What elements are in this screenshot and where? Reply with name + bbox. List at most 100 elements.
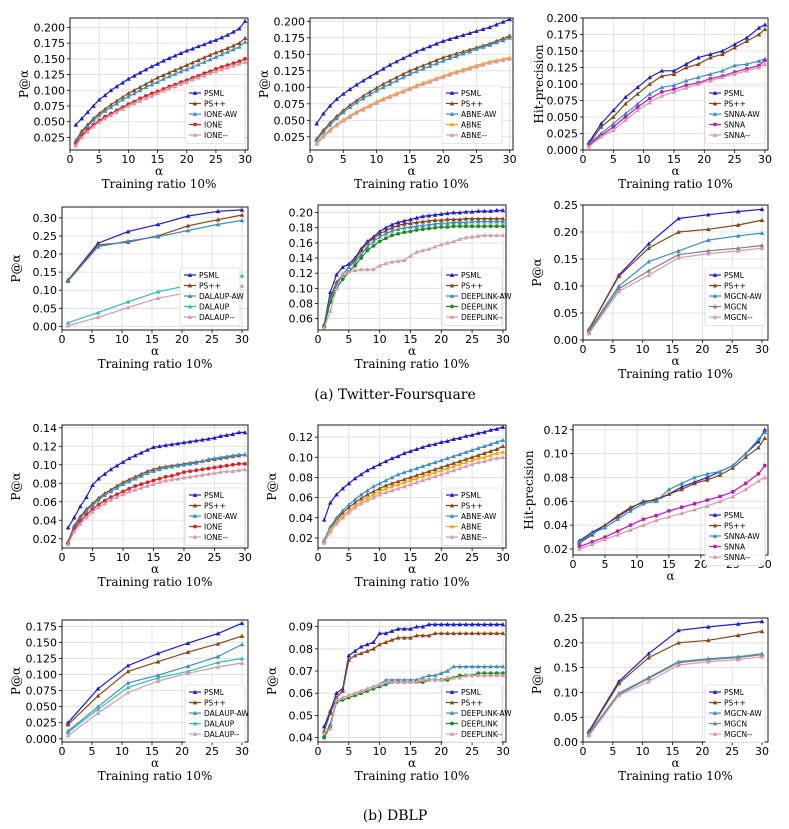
chart-6-legend-label: PSML bbox=[724, 271, 745, 280]
chart-2-series-3 bbox=[314, 35, 512, 142]
chart-5-series-5-point bbox=[334, 286, 339, 291]
chart-11-ytick-label: 0.04 bbox=[289, 732, 314, 745]
chart-9-series-4-point bbox=[718, 494, 722, 499]
chart-2-series-3-point bbox=[454, 53, 459, 59]
chart-1-series-3 bbox=[73, 39, 248, 144]
chart-10-xlabel: α bbox=[151, 756, 159, 770]
chart-7-series-1-point bbox=[218, 433, 223, 438]
chart-12-series-1-point bbox=[735, 621, 741, 626]
chart-5-series-3-point bbox=[346, 264, 352, 269]
chart-3-series-5-point bbox=[635, 108, 640, 113]
chart-5-series-5-point bbox=[377, 263, 382, 268]
chart-11-series-2-point bbox=[365, 648, 370, 653]
chart-3-series-5-line bbox=[588, 63, 766, 148]
chart-5-series-2-point bbox=[482, 216, 487, 221]
chart-12-legend-box bbox=[704, 684, 766, 743]
chart-5-series-2-point bbox=[475, 216, 481, 221]
chart-2-ytick-label: 0.100 bbox=[274, 81, 306, 94]
chart-3-ytick-label: 0.000 bbox=[547, 144, 579, 157]
chart-7-series-3-point bbox=[102, 492, 107, 498]
chart-9-series-4-point bbox=[641, 517, 646, 522]
chart-1-legend-marker bbox=[192, 101, 198, 106]
chart-9-xtick-label: 20 bbox=[694, 558, 708, 571]
chart-10-series-3-point bbox=[239, 642, 245, 647]
chart-3-series-5-point bbox=[695, 81, 701, 86]
chart-9-series-4-point bbox=[679, 505, 684, 510]
chart-8-series-5-point bbox=[340, 515, 345, 520]
chart-6-xtick-label: 0 bbox=[580, 343, 587, 356]
chart-8-series-5-point bbox=[488, 456, 493, 462]
chart-3-series-5-point bbox=[720, 75, 725, 80]
chart-7-series-4-point bbox=[133, 484, 138, 488]
chart-1-legend-label: PSML bbox=[204, 89, 225, 98]
chart-3-legend-label: PSML bbox=[724, 89, 745, 98]
chart-7-series-4-point bbox=[194, 468, 199, 473]
chart-10-series-2-point bbox=[185, 649, 191, 654]
chart-3-series-3-point bbox=[756, 58, 762, 63]
chart-11-series-2-point bbox=[340, 688, 345, 693]
chart-10-xtick-label: 20 bbox=[175, 745, 189, 758]
chart-1-series-1-point bbox=[219, 35, 225, 40]
chart-8-series-5-point bbox=[346, 510, 352, 515]
chart-1-series-3-point bbox=[108, 104, 114, 110]
chart-10-xtick-label: 30 bbox=[235, 745, 249, 758]
chart-10-legend-marker bbox=[192, 700, 198, 705]
chart-2-series-5-point bbox=[460, 68, 466, 73]
chart-7-series-4-point bbox=[212, 465, 217, 470]
chart-1-xtick-label: 0 bbox=[67, 153, 74, 166]
chart-8-ytick-label: 0.10 bbox=[289, 451, 314, 464]
chart-3-series-3-point bbox=[720, 68, 725, 73]
chart-7-series-4-point bbox=[188, 469, 192, 474]
chart-3-legend-label: SNNA bbox=[724, 121, 746, 130]
chart-4-series-1-point bbox=[215, 209, 221, 214]
chart-5-series-3-point bbox=[475, 219, 481, 224]
chart-1-series-1-point bbox=[161, 58, 166, 63]
chart-11-series-1-point bbox=[352, 648, 358, 653]
chart-6-series-3-point bbox=[759, 230, 765, 235]
chart-2-series-1-point bbox=[500, 19, 506, 24]
chart-3-series-2-point bbox=[647, 81, 653, 86]
chart-2-series-5-point bbox=[327, 128, 333, 133]
chart-8-series-1-point bbox=[365, 468, 370, 473]
chart-7-series-5-point bbox=[126, 489, 132, 494]
chart-9-series-3-point bbox=[602, 525, 608, 530]
chart-7-series-5-point bbox=[163, 478, 168, 483]
chart-11-ytick-label: 0.07 bbox=[289, 665, 314, 678]
chart-11-series-1-point bbox=[395, 626, 401, 631]
chart-6-legend-marker bbox=[712, 304, 718, 309]
chart-8-series-5-point bbox=[482, 458, 487, 464]
chart-2-series-1-point bbox=[314, 121, 319, 126]
chart-7-ylabel: P@α bbox=[9, 472, 23, 500]
chart-8-series-4-point bbox=[494, 450, 500, 456]
chart-12-legend-marker bbox=[712, 700, 718, 705]
chart-5-series-5-point bbox=[321, 325, 327, 330]
chart-4-xtick-label: 10 bbox=[115, 333, 129, 346]
chart-8-series-3-point bbox=[358, 492, 364, 497]
chart-5-series-4-point bbox=[476, 224, 481, 229]
chart-9-series-2-point bbox=[615, 513, 621, 518]
chart-7-series-5-point bbox=[218, 469, 223, 475]
chart-7-series-3-point bbox=[120, 481, 126, 487]
chart-4-series-2-point bbox=[215, 217, 221, 222]
chart-9-series-1-point bbox=[762, 427, 768, 432]
chart-3-series-2-point bbox=[683, 65, 689, 70]
chart-3-series-3-point bbox=[647, 91, 653, 96]
chart-11-series-1-point bbox=[451, 622, 456, 627]
chart-5-series-1-point bbox=[340, 264, 345, 269]
chart-12-ytick-label: 0.15 bbox=[554, 662, 579, 675]
chart-2-series-1-point bbox=[434, 41, 439, 46]
chart-6-ytick-label: 0.15 bbox=[554, 253, 579, 266]
chart-9-series-4-point bbox=[628, 523, 633, 528]
chart-8-series-1 bbox=[321, 424, 506, 522]
chart-8-xlabel: α bbox=[408, 562, 416, 576]
chart-5-xtick-label: 0 bbox=[315, 333, 322, 346]
chart-2-series-5-point bbox=[334, 123, 339, 128]
chart-7-series-4-point bbox=[114, 492, 119, 497]
chart-5-series-5-point bbox=[475, 233, 481, 238]
chart-5-series-3-point bbox=[494, 219, 500, 224]
chart-8-series-3-point bbox=[377, 481, 382, 486]
chart-3-ytick-label: 0.125 bbox=[547, 62, 579, 75]
chart-12-legend-marker bbox=[712, 731, 718, 736]
chart-8-series-5-point bbox=[414, 480, 419, 485]
chart-10-legend-marker bbox=[192, 689, 198, 694]
